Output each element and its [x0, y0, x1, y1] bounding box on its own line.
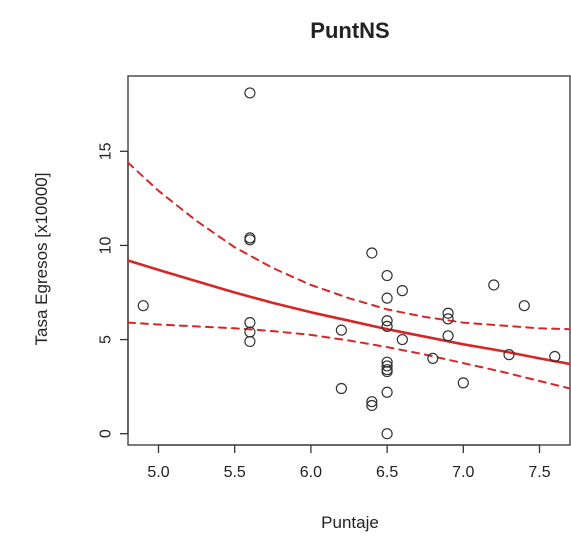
x-axis-label: Puntaje	[321, 513, 379, 532]
data-point	[442, 330, 454, 342]
data-point	[381, 269, 393, 282]
data-point	[244, 87, 256, 99]
chart-title: PuntNS	[310, 18, 389, 43]
x-tick-label: 6.5	[376, 464, 398, 481]
data-point	[244, 335, 256, 348]
x-tick-label: 6.0	[300, 464, 322, 481]
data-point	[244, 317, 256, 329]
data-point	[366, 247, 378, 259]
x-tick-label: 7.0	[452, 464, 474, 481]
y-tick-label: 5	[98, 335, 115, 344]
data-point	[381, 386, 393, 398]
y-axis: 0 5 10 15	[98, 142, 129, 438]
data-point	[381, 320, 393, 332]
data-point	[427, 352, 439, 364]
x-tick-label: 5.5	[224, 464, 246, 481]
data-point	[518, 300, 530, 312]
x-tick-label: 5.0	[147, 464, 169, 481]
data-point	[335, 324, 347, 336]
data-point	[366, 399, 378, 412]
fit-line	[128, 259, 570, 366]
data-point	[137, 300, 149, 312]
data-point	[396, 333, 408, 346]
data-point	[396, 285, 408, 297]
data-point	[442, 307, 454, 319]
data-point	[442, 313, 454, 325]
data-points	[137, 87, 561, 440]
data-point	[366, 396, 378, 408]
data-point	[488, 279, 500, 291]
data-point	[335, 382, 347, 395]
data-point	[381, 292, 393, 304]
y-tick-label: 0	[98, 429, 115, 438]
data-point	[549, 350, 561, 363]
y-axis-label: Tasa Egresos [x10000]	[32, 173, 51, 346]
data-point	[381, 365, 393, 378]
data-point	[381, 428, 393, 440]
upper-ci-line	[128, 161, 570, 331]
data-point	[381, 315, 393, 327]
x-tick-label: 7.5	[528, 464, 550, 481]
data-point	[503, 349, 515, 361]
x-axis: 5.0 5.5 6.0 6.5 7.0 7.5	[147, 444, 551, 481]
y-tick-label: 10	[98, 236, 115, 254]
fit-lines	[128, 161, 570, 390]
data-point	[457, 377, 469, 389]
data-point	[244, 234, 256, 246]
lower-ci-line	[128, 321, 570, 390]
data-point	[381, 360, 393, 372]
plot-frame	[127, 75, 571, 446]
y-tick-label: 15	[98, 142, 115, 160]
